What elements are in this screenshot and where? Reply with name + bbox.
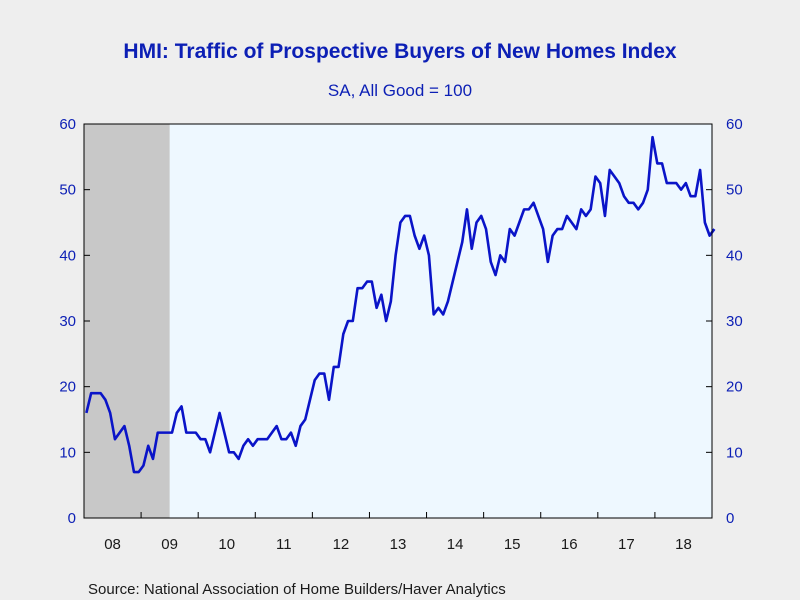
chart-subtitle: SA, All Good = 100	[328, 81, 472, 100]
x-axis: 08 09 10 11 12 13 14 15 16 17 18	[104, 512, 692, 553]
recession-shading	[84, 124, 170, 518]
series-line	[85, 135, 716, 474]
x-tick-label: 15	[504, 536, 521, 553]
right-tick-label: 30	[726, 313, 743, 330]
left-tick-label: 20	[59, 379, 76, 396]
right-tick-label: 0	[726, 510, 734, 527]
x-tick-label: 16	[561, 536, 578, 553]
x-tick-label: 10	[218, 536, 235, 553]
right-tick-label: 10	[726, 444, 743, 461]
chart-title: HMI: Traffic of Prospective Buyers of Ne…	[123, 40, 676, 63]
source-note: Source: National Association of Home Bui…	[88, 581, 506, 598]
x-tick-label: 12	[333, 536, 350, 553]
plot-frame	[83, 123, 713, 519]
right-tick-label: 50	[726, 182, 743, 199]
right-tick-label: 40	[726, 247, 743, 264]
left-tick-label: 30	[59, 313, 76, 330]
x-tick-label: 13	[390, 536, 407, 553]
x-tick-label: 09	[161, 536, 178, 553]
x-tick-label: 14	[447, 536, 464, 553]
right-tick-label: 20	[726, 379, 743, 396]
x-tick-label: 11	[276, 536, 292, 553]
x-tick-label: 17	[618, 536, 635, 553]
x-tick-label: 18	[675, 536, 692, 553]
right-axis: 0 10 20 30 40 50 60	[706, 116, 743, 527]
left-tick-label: 10	[59, 444, 76, 461]
left-axis: 0 10 20 30 40 50 60	[59, 116, 90, 527]
right-tick-label: 60	[726, 116, 743, 133]
left-tick-label: 50	[59, 182, 76, 199]
x-tick-label: 08	[104, 536, 121, 553]
left-tick-label: 0	[68, 510, 76, 527]
left-tick-label: 60	[59, 116, 76, 133]
left-tick-label: 40	[59, 247, 76, 264]
